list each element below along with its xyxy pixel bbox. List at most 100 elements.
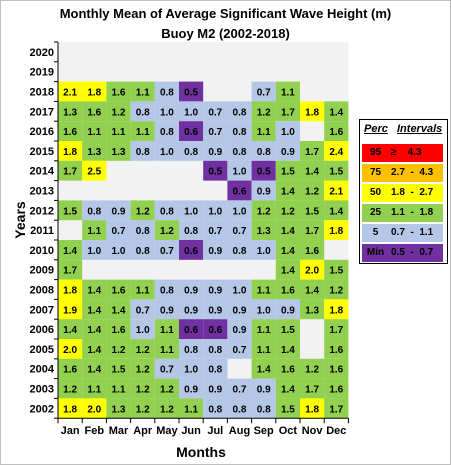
cell-label: 0.8	[184, 345, 198, 356]
x-tick-label: Apr	[133, 425, 153, 437]
cell-label: 1.4	[112, 305, 126, 316]
heatmap-cell	[179, 141, 204, 161]
heatmap-cell	[324, 319, 349, 339]
cell-label: 0.8	[233, 107, 247, 118]
cell-label: 1.3	[112, 404, 126, 415]
legend-swatch-25: 25	[369, 207, 382, 218]
heatmap-cell	[154, 319, 179, 339]
heatmap-cell	[203, 319, 228, 339]
heatmap-cell	[106, 141, 131, 161]
cell-label: 1.1	[257, 345, 271, 356]
cell-label: 1.0	[281, 127, 295, 138]
cell-label: 0.9	[184, 305, 198, 316]
heatmap-cell	[179, 240, 204, 260]
chart-subtitle: Buoy M2 (2002-2018)	[161, 26, 290, 41]
heatmap-cell	[251, 220, 276, 240]
cell-label: 1.1	[160, 325, 174, 336]
cell-label: 1.0	[208, 206, 222, 217]
heatmap-cell	[251, 279, 276, 300]
cell-label: 1.4	[305, 167, 319, 178]
heatmap-cell	[58, 378, 83, 399]
x-tick-label: Dec	[326, 425, 346, 437]
heatmap-cell	[179, 279, 204, 300]
cell-label: 1.0	[160, 147, 174, 158]
cell-label: 1.2	[136, 206, 150, 217]
legend: Perc Intervals 95 ≥ 4.3 75 2.7 - 4.3 50 …	[359, 119, 448, 264]
cell-label: 1.3	[87, 147, 101, 158]
cell-label: 0.5	[257, 167, 271, 178]
heatmap-cell	[58, 319, 83, 339]
cell-label: 1.4	[63, 246, 77, 257]
cell-label: 1.6	[112, 88, 126, 99]
cell-label: 0.6	[208, 325, 222, 336]
cell-label: 1.0	[184, 365, 198, 376]
legend-swatch-95: 95	[369, 147, 382, 158]
cell-label: 1.2	[329, 286, 343, 297]
cell-label: 0.6	[184, 246, 198, 257]
cell-label: 1.4	[87, 345, 101, 356]
cell-label: 0.8	[208, 404, 222, 415]
cell-label: 2.5	[87, 167, 101, 178]
cell-label: 1.4	[257, 365, 271, 376]
cell-label: 0.9	[184, 385, 198, 396]
legend-range-25: 1.1 - 1.8	[391, 207, 434, 218]
heatmap-cell	[130, 339, 155, 359]
heatmap-cell	[324, 141, 349, 161]
cell-label: 0.8	[160, 88, 174, 99]
heatmap-cell	[275, 279, 300, 300]
heatmap-cell	[179, 358, 204, 379]
heatmap-cell	[82, 81, 107, 102]
heatmap-cell	[106, 220, 131, 240]
cell-label: 1.1	[112, 127, 126, 138]
cell-label: 0.7	[136, 305, 150, 316]
heatmap-cell	[324, 200, 349, 221]
heatmap-cell	[300, 160, 325, 181]
cell-label: 1.8	[87, 88, 101, 99]
cell-label: 0.9	[281, 305, 295, 316]
cell-label: 1.2	[136, 365, 150, 376]
heatmap-cell	[275, 378, 300, 399]
heatmap-cell	[275, 160, 300, 181]
heatmap-cell	[58, 141, 83, 161]
heatmap-cell	[82, 319, 107, 339]
cell-label: 1.6	[329, 385, 343, 396]
heatmap-cell	[130, 220, 155, 240]
heatmap-cell	[251, 240, 276, 260]
heatmap-cell	[251, 121, 276, 141]
cell-label: 1.0	[257, 305, 271, 316]
y-tick-label: 2013	[30, 186, 54, 198]
cell-label: 1.7	[305, 226, 319, 237]
cell-label: 0.9	[208, 385, 222, 396]
y-tick-label: 2008	[30, 285, 54, 297]
heatmap-cell	[251, 358, 276, 379]
cell-label: 0.9	[112, 206, 126, 217]
heatmap-cell	[227, 220, 252, 240]
heatmap-cell	[227, 398, 252, 419]
cell-label: 0.8	[184, 147, 198, 158]
heatmap-cell	[106, 299, 131, 320]
cell-label: 1.5	[281, 167, 295, 178]
y-tick-label: 2009	[30, 265, 54, 277]
legend-range-50: 1.8 - 2.7	[391, 187, 434, 198]
x-tick-label: Oct	[279, 425, 298, 437]
y-tick-label: 2011	[30, 225, 54, 237]
cell-label: 1.2	[112, 107, 126, 118]
cell-label: 1.6	[63, 365, 77, 376]
heatmap-cell	[300, 398, 325, 419]
cell-label: 2.0	[87, 404, 101, 415]
heatmap-cell	[203, 358, 228, 379]
heatmap-cell	[324, 101, 349, 122]
heatmap-cell	[227, 339, 252, 359]
heatmap-cell	[324, 378, 349, 399]
cell-label: 1.4	[63, 325, 77, 336]
cell-label: 1.8	[63, 286, 77, 297]
heatmap-cell	[324, 220, 349, 240]
cell-label: 1.3	[257, 226, 271, 237]
heatmap-cell	[82, 121, 107, 141]
cell-label: 1.5	[112, 365, 126, 376]
heatmap-cell	[275, 220, 300, 240]
heatmap-cell	[324, 358, 349, 379]
cell-label: 1.1	[87, 127, 101, 138]
x-tick-label: Jun	[181, 425, 201, 437]
heatmap-cell	[275, 141, 300, 161]
